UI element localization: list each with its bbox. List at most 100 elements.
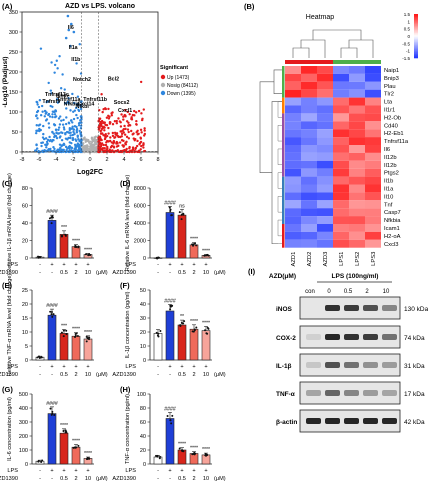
gene-label: Bcl2 — [108, 76, 119, 82]
point-nosig — [83, 150, 86, 154]
azd-value: 10 — [85, 270, 91, 276]
point-up — [133, 137, 136, 141]
data-point — [38, 256, 41, 259]
heatmap-cell — [285, 152, 301, 161]
data-point — [40, 461, 43, 464]
heatmap-cell — [333, 224, 349, 232]
point-up — [133, 114, 136, 117]
heatmap-cell — [365, 121, 381, 130]
significance-label: **** — [84, 451, 92, 457]
point-down — [37, 105, 41, 109]
point-nosig — [95, 146, 98, 149]
data-point — [53, 413, 56, 416]
y-tick-label: 25 — [22, 288, 28, 294]
gene-label: Cxcl14 — [77, 102, 94, 108]
point-down — [47, 126, 51, 129]
point-nosig — [92, 147, 95, 150]
heatmap-row-label: Icam1 — [384, 226, 400, 232]
lps-value: + — [192, 262, 195, 268]
blot-box — [299, 381, 401, 405]
heatmap-cell — [333, 216, 349, 224]
heatmap-cell — [301, 145, 317, 153]
data-point — [180, 218, 183, 221]
data-point — [204, 254, 207, 257]
y-tick-label: 200 — [9, 70, 18, 76]
colorbar-tick: 1.5 — [404, 12, 411, 17]
y-axis-label: IL-1β concentration (pg/ml) — [125, 291, 131, 358]
heatmap-colorbar: 1.5 1 0.5 0 -0.5 -1 -1.5 — [402, 12, 418, 61]
point-down — [41, 110, 44, 113]
significance-label: **** — [72, 438, 80, 444]
colorbar-segment — [414, 22, 418, 25]
point-down — [72, 101, 76, 105]
colorbar-segment — [414, 18, 418, 21]
point-down — [64, 102, 67, 105]
point-up — [128, 150, 131, 153]
gene-label: Socs2 — [114, 100, 130, 106]
point-down — [69, 127, 73, 130]
point-down — [35, 129, 38, 133]
bar — [83, 338, 93, 361]
heatmap-cell — [317, 113, 333, 122]
point-down — [67, 102, 70, 105]
heatmap-cell — [333, 97, 349, 106]
point-up — [136, 139, 139, 143]
heatmap-cell — [365, 73, 381, 82]
colorbar-segment — [414, 31, 418, 34]
azd-row-label: AZD1390 — [112, 476, 136, 482]
heatmap-col-label: LPS3 — [371, 252, 377, 266]
point-down — [72, 30, 76, 34]
point-nosig — [94, 138, 97, 141]
point-nosig — [91, 140, 94, 144]
point-down — [71, 150, 74, 153]
heatmap-cell — [301, 200, 317, 209]
heatmap-cell — [333, 66, 349, 74]
y-tick-label: 50 — [140, 288, 146, 294]
data-point — [155, 454, 158, 457]
lps-row-label: LPS — [7, 468, 18, 474]
y-tick-label: 10 — [22, 330, 28, 336]
lps-value: - — [157, 364, 159, 370]
point-down — [75, 139, 78, 143]
point-nosig — [86, 146, 89, 150]
colorbar-segment — [414, 16, 418, 19]
point-down — [77, 102, 80, 106]
y-tick-label: 40 — [22, 221, 28, 227]
heatmap-cell — [333, 239, 349, 248]
heatmap-col-label: AZD1 — [291, 252, 297, 267]
panelF-letter: (F) — [120, 281, 130, 290]
point-up — [122, 131, 125, 134]
point-up — [138, 143, 141, 146]
azd-unit: (μM) — [96, 372, 108, 378]
gene-label: Nfkbia — [64, 102, 80, 108]
blot-band — [344, 390, 359, 396]
heatmap-cell — [285, 160, 301, 169]
point-up — [99, 132, 103, 135]
colorbar-tick: -1 — [406, 49, 410, 54]
y-tick-label: 100 — [9, 110, 18, 116]
y-axis-label: Relative TNF-α mRNA level (fold change) — [7, 274, 13, 377]
heatmap-cell — [349, 73, 365, 82]
point-up — [140, 144, 143, 148]
colorbar-segment — [414, 15, 418, 18]
heatmap-cell — [285, 216, 301, 224]
lps-value: + — [86, 364, 89, 370]
point-down — [51, 150, 55, 153]
colorbar-segment — [414, 24, 418, 27]
point-down — [61, 73, 64, 76]
data-point — [206, 326, 209, 329]
y-tick-label: 300 — [19, 420, 28, 426]
lps-row-label: LPS — [125, 262, 136, 268]
panel-f-il1b-elisa: (F) 0 10 20 30 40 50 IL-1β concentration (pg/ml… — [112, 281, 225, 378]
point-up — [143, 149, 147, 153]
data-point — [182, 322, 185, 325]
azd-value: 0.5 — [178, 270, 186, 276]
point-nosig — [81, 146, 85, 150]
heatmap-cell — [349, 105, 365, 114]
bar — [47, 220, 57, 259]
volcano-xlabel: Log2FC — [77, 169, 103, 176]
colorbar-tick: 1 — [407, 19, 410, 24]
point-nosig — [83, 148, 87, 151]
point-down — [55, 59, 58, 62]
data-point — [65, 329, 68, 332]
